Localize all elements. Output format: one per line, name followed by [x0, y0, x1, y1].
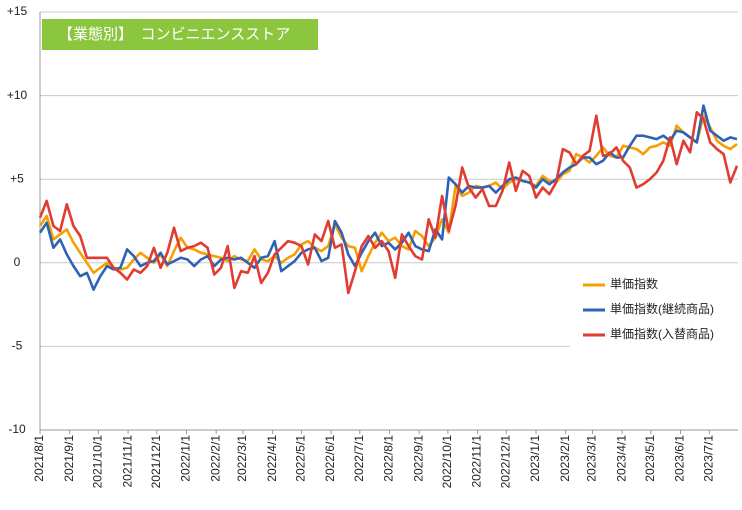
x-tick-label: 2023/4/1 — [614, 435, 628, 482]
legend-label: 単価指数(継続商品) — [610, 301, 714, 316]
x-tick-label: 2022/8/1 — [382, 435, 396, 482]
chart-title: 【業態別】 コンビニエンスストア — [58, 26, 290, 43]
line-series — [38, 111, 739, 295]
x-tick-label: 2022/5/1 — [294, 435, 308, 482]
x-tick-label: 2022/9/1 — [411, 435, 425, 482]
grid — [40, 11, 738, 431]
legend-label: 単価指数 — [610, 276, 658, 291]
x-tick-label: 2023/1/1 — [528, 435, 542, 482]
x-tick-label: 2023/3/1 — [585, 435, 599, 482]
y-tick-label: +5 — [10, 171, 24, 185]
title-box — [42, 19, 318, 50]
legend-label: 単価指数(入替商品) — [610, 326, 714, 341]
x-tick-label: 2021/8/1 — [32, 435, 46, 482]
line-series — [38, 104, 738, 291]
x-tick-label: 2022/2/1 — [208, 435, 222, 482]
y-tick-label: +10 — [7, 88, 28, 102]
x-tick-label: 2021/10/1 — [91, 435, 105, 489]
x-tick-label: 2023/6/1 — [673, 435, 687, 482]
x-tick-label: 2022/1/1 — [179, 435, 193, 482]
x-tick-label: 2022/10/1 — [440, 435, 454, 489]
x-tick-label: 2022/3/1 — [235, 435, 249, 482]
x-tick-label: 2022/4/1 — [265, 435, 279, 482]
x-tick-label: 2021/9/1 — [62, 435, 76, 482]
x-tick-label: 2023/2/1 — [558, 435, 572, 482]
x-tick-label: 2021/11/1 — [120, 435, 134, 488]
y-tick-label: 0 — [14, 255, 21, 269]
y-tick-label: -5 — [12, 339, 23, 353]
y-tick-label: +15 — [7, 4, 28, 18]
x-tick-label: 2023/5/1 — [643, 435, 657, 482]
y-tick-label: -10 — [8, 422, 26, 436]
x-tick-label: 2022/7/1 — [352, 435, 366, 482]
x-tick-label: 2022/11/1 — [470, 435, 484, 488]
x-tick-label: 2022/12/1 — [498, 435, 512, 489]
x-tick-label: 2022/6/1 — [323, 435, 337, 482]
x-tick-label: 2021/12/1 — [149, 435, 163, 489]
x-tick-label: 2023/7/1 — [701, 435, 715, 482]
